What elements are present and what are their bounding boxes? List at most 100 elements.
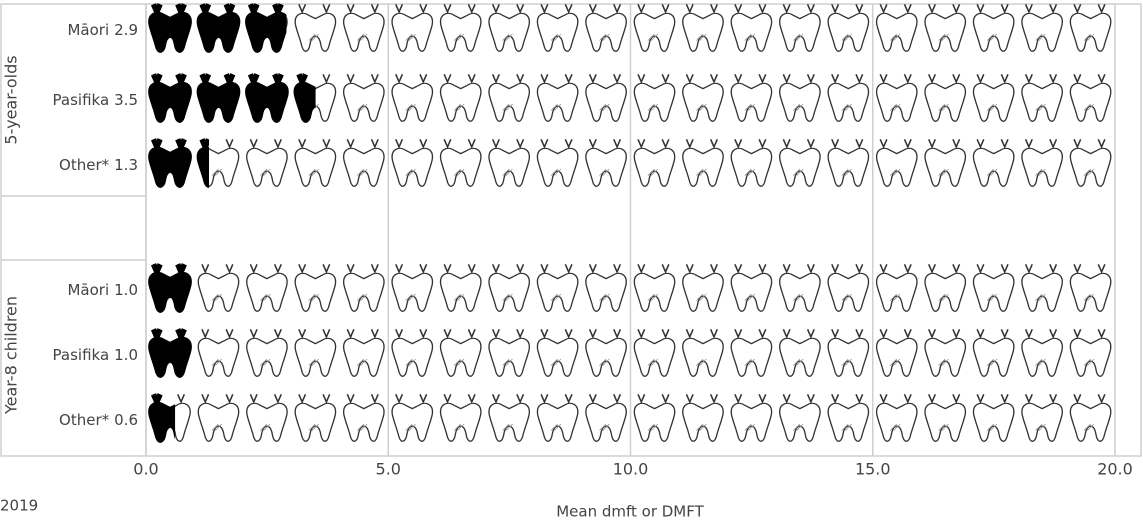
tooth-cusps: [202, 329, 233, 337]
tooth-outline: [925, 139, 965, 186]
tooth-cusps: [1026, 264, 1057, 272]
tooth-outline: [247, 264, 287, 311]
tooth-cusps: [444, 394, 475, 402]
tooth-shape: [828, 273, 868, 311]
tooth-cusps: [686, 264, 717, 272]
tooth-shape: [731, 13, 771, 51]
tooth-cusps: [686, 394, 717, 402]
tooth-cusps: [493, 74, 524, 82]
tooth-cusps: [444, 264, 475, 272]
tooth-shape: [489, 273, 529, 311]
tooth-cusps: [396, 74, 427, 82]
tooth-cusps: [493, 139, 524, 147]
tooth-cusps: [1026, 74, 1057, 82]
tooth-shape: [586, 403, 626, 441]
tooth-cusps: [783, 394, 814, 402]
tooth-outline: [974, 264, 1014, 311]
tooth-shape: [634, 13, 674, 51]
value-label: 1.0: [114, 281, 138, 299]
tooth-outline: [877, 329, 917, 376]
tooth-shape: [150, 148, 190, 186]
tooth-cusps: [929, 74, 960, 82]
tooth-cusps: [929, 4, 960, 12]
tooth-outline: [537, 139, 577, 186]
tooth-shape: [392, 273, 432, 311]
note: 2019: [0, 497, 38, 515]
tooth-shape: [731, 338, 771, 376]
category-label: Māori: [67, 21, 109, 39]
row-label: Other*1.3: [59, 156, 138, 174]
tooth-outline: [537, 74, 577, 121]
tooth-shape: [295, 148, 335, 186]
tooth-outline: [1022, 139, 1062, 186]
tooth-cusps: [686, 139, 717, 147]
value-label: 3.5: [114, 91, 138, 109]
tooth-outline: [344, 394, 384, 441]
tooth-cusps: [832, 74, 863, 82]
tooth-filled: [198, 74, 238, 121]
tooth-filled: [247, 4, 287, 51]
tooth-shape: [586, 13, 626, 51]
tooth-shape: [1022, 83, 1062, 121]
tooth-outline: [489, 4, 529, 51]
tooth-outline: [974, 74, 1014, 121]
tooth-cusps: [977, 74, 1008, 82]
tooth-cusps: [250, 394, 281, 402]
x-tick-label: 15.0: [855, 460, 891, 479]
tooth-cusps: [735, 329, 766, 337]
tooth-outline: [683, 329, 723, 376]
tooth-cusps: [929, 394, 960, 402]
tooth-outline: [247, 139, 287, 186]
tooth-shape: [828, 403, 868, 441]
tooth-cusps: [154, 139, 185, 147]
tooth-cusps: [638, 139, 669, 147]
tooth-shape: [634, 403, 674, 441]
tooth-outline: [441, 74, 481, 121]
tooth-outline: [683, 394, 723, 441]
tooth-cusps: [444, 4, 475, 12]
tooth-outline: [828, 4, 868, 51]
filled-teeth: [150, 74, 336, 121]
tooth-outline: [392, 329, 432, 376]
tooth-shape: [586, 148, 626, 186]
tooth-shape: [634, 83, 674, 121]
tooth-shape: [586, 83, 626, 121]
tooth-shape: [925, 83, 965, 121]
tooth-outline: [877, 4, 917, 51]
tooth-cusps: [154, 74, 185, 82]
tooth-shape: [441, 13, 481, 51]
tooth-outline: [877, 74, 917, 121]
tooth-shape: [683, 148, 723, 186]
tooth-shape: [828, 83, 868, 121]
tooth-shape: [1070, 13, 1110, 51]
tooth-shape: [392, 338, 432, 376]
tooth-shape: [489, 338, 529, 376]
x-tick-label: 20.0: [1097, 460, 1133, 479]
tooth-shape: [828, 148, 868, 186]
tooth-cusps: [832, 329, 863, 337]
tooth-outline: [392, 74, 432, 121]
tooth-cusps: [396, 264, 427, 272]
tooth-outline: [441, 394, 481, 441]
tooth-outline: [344, 4, 384, 51]
tooth-cusps: [590, 264, 621, 272]
tooth-shape: [586, 273, 626, 311]
tooth-outline: [586, 329, 626, 376]
tooth-outline: [295, 264, 335, 311]
tooth-outline: [295, 394, 335, 441]
tooth-cusps: [977, 264, 1008, 272]
tooth-outline: [392, 4, 432, 51]
tooth-cusps: [493, 329, 524, 337]
tooth-outline: [1070, 264, 1110, 311]
tooth-cusps: [396, 139, 427, 147]
tooth-shape: [537, 338, 577, 376]
tooth-outline: [780, 264, 820, 311]
category-label: Pasifika: [53, 91, 110, 109]
tooth-outline: [731, 4, 771, 51]
tooth-shape: [683, 13, 723, 51]
tooth-shape: [683, 83, 723, 121]
filled-teeth: [150, 264, 190, 311]
tooth-shape: [974, 273, 1014, 311]
tooth-shape: [1022, 403, 1062, 441]
tooth-cusps: [686, 74, 717, 82]
